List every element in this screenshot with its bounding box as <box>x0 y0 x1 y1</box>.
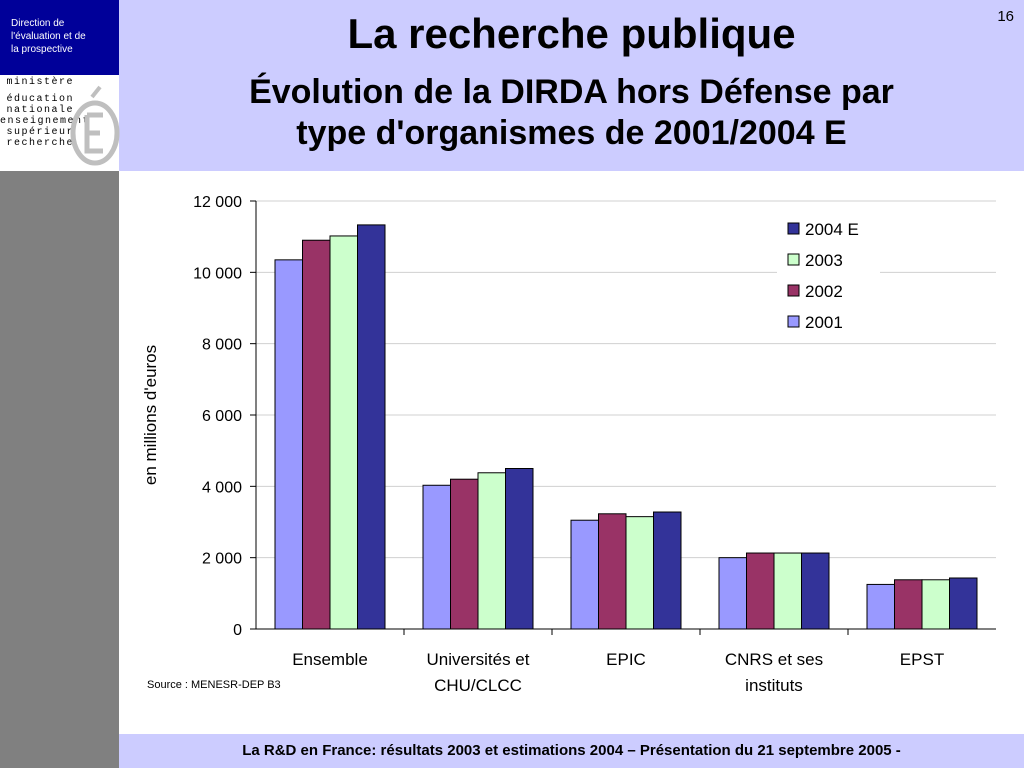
logo-text-line: ministère <box>6 77 74 88</box>
legend-label: 2003 <box>805 251 843 270</box>
bar <box>598 513 627 630</box>
y-tick-label: 10 000 <box>193 265 242 282</box>
legend-label: 2002 <box>805 282 843 301</box>
y-tick-label: 8 000 <box>202 337 242 354</box>
bar <box>570 519 599 630</box>
bar <box>329 235 358 630</box>
x-tick-label: CNRS et ses instituts <box>725 650 823 695</box>
bar <box>949 577 978 630</box>
bar <box>477 472 506 630</box>
y-tick-label: 6 000 <box>202 408 242 425</box>
x-tick-label: EPST <box>900 650 944 669</box>
logo-text-line: supérieur <box>6 127 74 138</box>
header-band <box>0 0 1024 171</box>
slide-title: La recherche publique <box>347 10 796 57</box>
bar <box>718 557 747 630</box>
legend-swatch <box>787 253 800 266</box>
y-tick-label: 2 000 <box>202 551 242 568</box>
x-tick-label: EPIC <box>606 650 646 669</box>
logo-emblem-icon <box>70 85 120 166</box>
source-note: Source : MENESR-DEP B3 <box>147 679 281 691</box>
y-tick-label: 12 000 <box>193 194 242 211</box>
slide-subtitle: Évolution de la DIRDA hors Défense par t… <box>249 73 894 152</box>
ministry-logo: ministère éducation nationale enseigneme… <box>0 75 120 171</box>
y-axis-label: en millions d'euros <box>141 345 160 485</box>
legend-swatch <box>787 222 800 235</box>
logo-text-line: recherche <box>6 138 74 149</box>
y-tick-label: 0 <box>233 622 242 639</box>
bar-chart: 0 2 000 4 000 6 000 8 000 10 000 12 000 Ensembl… <box>141 194 996 695</box>
left-sidebar-band <box>0 171 119 768</box>
direction-label: Direction de l'évaluation et de la prosp… <box>11 18 86 55</box>
direction-label-box: Direction de l'évaluation et de la prosp… <box>0 0 119 75</box>
bar <box>422 484 451 630</box>
legend-label: 2001 <box>805 313 843 332</box>
bar <box>450 478 479 630</box>
legend-swatch <box>787 315 800 328</box>
bar <box>274 259 303 630</box>
bar <box>357 224 386 630</box>
legend-label: 2004 E <box>805 220 859 239</box>
legend-swatch <box>787 284 800 297</box>
bar <box>866 583 895 630</box>
bar <box>625 516 654 630</box>
bar <box>801 552 830 630</box>
logo-text-line: enseignement <box>0 116 91 127</box>
logo-text-line: éducation <box>6 94 74 105</box>
bar <box>505 468 534 630</box>
bar <box>746 552 775 630</box>
logo-text-line: nationale <box>6 105 74 116</box>
footer-text: La R&D en France: résultats 2003 et esti… <box>242 742 901 759</box>
bar <box>773 552 802 630</box>
x-tick-label: Ensemble <box>292 650 368 669</box>
bar <box>894 579 923 630</box>
y-tick-label: 4 000 <box>202 479 242 496</box>
bar <box>302 239 331 630</box>
footer-band <box>119 734 1024 768</box>
x-tick-label: Universités et CHU/CLCC <box>427 650 530 695</box>
bar <box>921 579 950 630</box>
page-number: 16 <box>997 8 1014 25</box>
bar <box>653 511 682 630</box>
